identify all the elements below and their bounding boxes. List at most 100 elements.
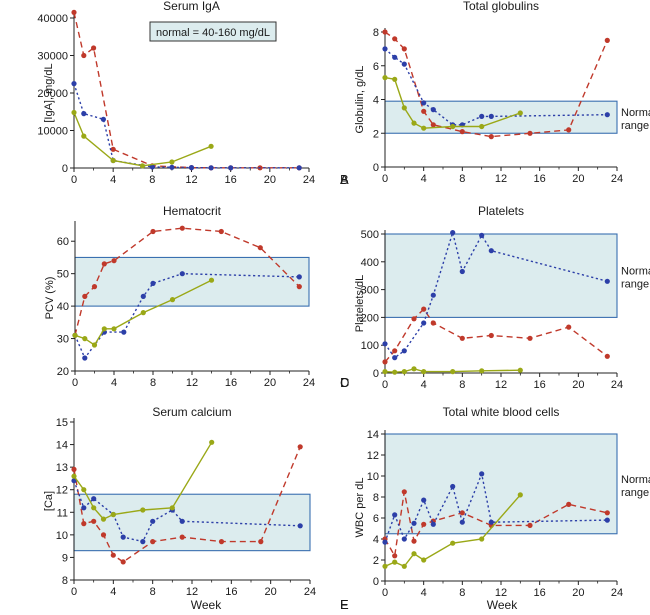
data-point — [91, 496, 97, 502]
data-point — [566, 127, 572, 133]
series-red — [382, 489, 610, 559]
normal-note-text: normal = 40-160 mg/dL — [156, 27, 270, 39]
x-tick-label: 8 — [459, 379, 465, 391]
data-point — [411, 551, 417, 557]
data-point — [71, 109, 77, 116]
data-point — [411, 520, 417, 526]
data-point — [169, 297, 176, 303]
data-point — [450, 483, 456, 490]
data-point — [71, 473, 77, 479]
x-tick-label: 0 — [71, 586, 77, 598]
data-point — [101, 326, 107, 332]
data-point — [421, 320, 427, 326]
x-tick-label: 4 — [110, 586, 116, 598]
x-tick-label: 20 — [572, 173, 584, 185]
y-tick-label: 14 — [56, 440, 68, 452]
normal-range-band — [73, 493, 311, 552]
normal-range-label: Normal — [621, 266, 650, 278]
data-point — [296, 274, 302, 280]
data-point — [604, 112, 610, 118]
data-point — [179, 518, 185, 524]
x-tick-label: 8 — [150, 377, 156, 389]
data-point — [430, 521, 436, 527]
data-point — [81, 521, 87, 527]
data-point — [488, 113, 494, 119]
y-tick-label: 10 — [367, 471, 379, 483]
y-tick-label: 500 — [361, 229, 379, 241]
data-point — [297, 444, 303, 450]
data-point — [517, 367, 523, 373]
data-point — [169, 159, 175, 165]
data-point — [401, 105, 407, 111]
x-tick-label: 4 — [421, 173, 427, 185]
data-point — [120, 534, 126, 540]
data-point — [430, 320, 436, 326]
chart-title: Total globulins — [463, 0, 539, 13]
series-line-blue — [73, 480, 301, 543]
x-tick-label: 0 — [382, 379, 388, 391]
y-tick-label: 4 — [373, 95, 379, 107]
data-point — [71, 9, 77, 15]
normal-range-label: range — [621, 120, 649, 132]
y-tick-label: 50 — [57, 269, 69, 281]
data-point — [91, 518, 97, 524]
data-point — [517, 110, 523, 116]
series-green — [382, 366, 523, 375]
data-point — [392, 355, 398, 361]
y-tick-label: 8 — [373, 492, 379, 504]
y-tick-label: 20 — [57, 366, 69, 378]
panel-letter: C — [340, 375, 349, 390]
y-tick-label: 10000 — [37, 126, 68, 138]
data-point — [517, 492, 523, 498]
x-tick-label: 20 — [265, 586, 277, 598]
data-point — [604, 510, 610, 516]
y-tick-label: 2 — [373, 128, 379, 140]
series-line-green — [384, 76, 521, 129]
x-tick-label: 4 — [111, 377, 117, 389]
panel-D: Normalrange 0 4 8 12 16 20 24 0 100 200 300 400 500 Pl… — [340, 204, 650, 391]
series-blue — [382, 471, 610, 545]
x-tick-label: 24 — [304, 586, 316, 598]
x-tick-label: 8 — [459, 587, 465, 599]
x-tick-label: 12 — [495, 587, 507, 599]
data-point — [82, 293, 88, 299]
data-point — [459, 268, 465, 275]
normal-range-label: Normal — [621, 107, 650, 119]
data-point — [401, 61, 407, 67]
data-point — [91, 45, 97, 51]
data-point — [604, 517, 610, 523]
data-point — [450, 369, 456, 375]
data-point — [392, 369, 398, 375]
data-point — [459, 519, 465, 525]
chart-title: Platelets — [478, 204, 524, 218]
y-tick-label: 400 — [361, 257, 379, 269]
series-blue — [71, 81, 302, 171]
x-tick-label: 16 — [225, 174, 237, 186]
data-point — [566, 324, 572, 330]
x-tick-label: 4 — [110, 174, 116, 186]
y-tick-label: 10 — [56, 530, 68, 542]
data-point — [382, 29, 388, 35]
x-tick-label: 12 — [495, 379, 507, 391]
y-tick-label: 12 — [56, 485, 68, 497]
data-point — [257, 245, 263, 251]
series-green — [71, 439, 215, 522]
series-line-red — [74, 227, 300, 336]
data-point — [91, 284, 98, 290]
data-point — [479, 113, 485, 119]
data-point — [527, 130, 533, 136]
y-tick-label: 200 — [361, 312, 379, 324]
data-point — [421, 100, 427, 106]
data-point — [120, 559, 126, 565]
x-tick-label: 16 — [534, 173, 546, 185]
series-line-green — [73, 112, 212, 167]
data-point — [450, 230, 456, 236]
x-tick-label: 16 — [225, 586, 237, 598]
x-tick-label: 16 — [225, 377, 237, 389]
y-axis-label: PCV (%) — [44, 277, 56, 320]
data-point — [604, 37, 610, 44]
y-tick-label: 14 — [367, 429, 379, 441]
data-point — [392, 553, 398, 559]
data-point — [150, 228, 156, 235]
data-point — [91, 505, 97, 511]
